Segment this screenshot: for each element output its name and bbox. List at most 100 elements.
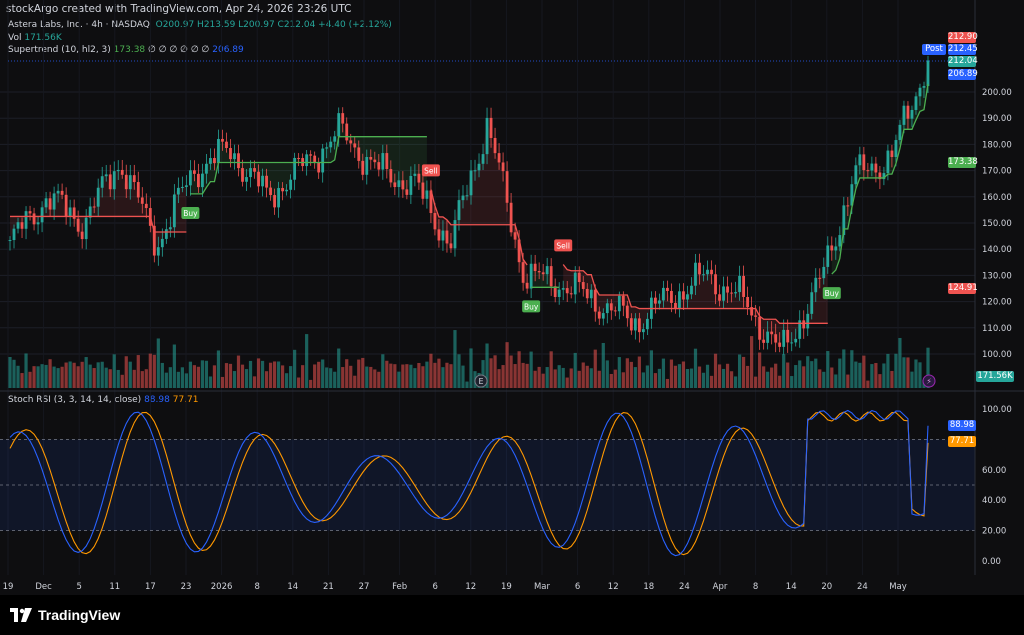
buy-signal-label: Buy bbox=[183, 209, 198, 218]
volume-bar bbox=[24, 353, 28, 388]
volume-bar bbox=[665, 378, 670, 388]
volume-bar bbox=[509, 355, 513, 388]
candle-body bbox=[473, 170, 477, 172]
candle-body bbox=[902, 105, 906, 125]
time-axis-tick: 12 bbox=[465, 582, 476, 592]
volume-bar bbox=[429, 353, 433, 388]
candle-body bbox=[670, 290, 673, 303]
volume-bar bbox=[617, 357, 621, 388]
candle-body bbox=[850, 184, 854, 206]
rsi-axis-tick: 0.00 bbox=[982, 557, 1001, 567]
volume-bar bbox=[16, 365, 20, 388]
candle-body bbox=[678, 291, 681, 310]
time-axis-tick: Apr bbox=[713, 582, 728, 592]
rsi-axis-tick: 100.00 bbox=[982, 405, 1012, 415]
volume-bar bbox=[834, 374, 838, 388]
volume-bar bbox=[20, 373, 24, 388]
candle-body bbox=[706, 269, 709, 275]
candle-body bbox=[710, 269, 713, 275]
volume-bar bbox=[810, 361, 814, 388]
candle-body bbox=[790, 342, 794, 344]
volume-bar bbox=[192, 365, 197, 388]
volume-bar bbox=[116, 369, 120, 388]
time-axis-tick: 20 bbox=[821, 582, 832, 592]
badge-last: 212.04 bbox=[948, 56, 978, 67]
badge-rsi-d: 77.71 bbox=[948, 436, 976, 447]
candle-body bbox=[325, 147, 329, 149]
volume-bar bbox=[613, 369, 617, 388]
candle-body bbox=[770, 331, 774, 335]
candle-body bbox=[333, 136, 337, 142]
buy-signal-badge bbox=[522, 300, 541, 313]
candle-body bbox=[926, 60, 930, 87]
volume-bar bbox=[469, 348, 473, 388]
candle-body bbox=[273, 195, 276, 208]
candle-body bbox=[293, 157, 297, 180]
volume-bar bbox=[802, 366, 806, 388]
supertrend-legend[interactable]: Supertrend (10, hl2, 3) 173.38 ∅ ∅ ∅ ∅ ∅… bbox=[8, 45, 244, 55]
volume-bar bbox=[898, 337, 902, 388]
candle-body bbox=[197, 173, 200, 188]
volume-bar bbox=[549, 351, 553, 388]
volume-bar bbox=[818, 369, 822, 388]
badge-st-up: 206.89 bbox=[948, 69, 978, 80]
candle-body bbox=[180, 186, 184, 188]
candle-body bbox=[16, 222, 20, 229]
candle-body bbox=[489, 117, 493, 138]
candle-body bbox=[441, 230, 445, 241]
candle-body bbox=[369, 157, 373, 160]
volume-bar bbox=[774, 363, 778, 388]
volume-bar bbox=[72, 362, 76, 388]
candle-body bbox=[193, 170, 196, 174]
candle-body bbox=[814, 277, 818, 293]
time-axis-tick: 18 bbox=[643, 582, 654, 592]
candle-body bbox=[613, 310, 617, 312]
volume-bar bbox=[80, 361, 84, 388]
candle-body bbox=[373, 159, 377, 163]
volume-bar bbox=[894, 353, 898, 388]
candle-body bbox=[834, 246, 838, 251]
candle-body bbox=[345, 123, 349, 141]
candle-body bbox=[674, 302, 677, 310]
volume-bar bbox=[545, 367, 549, 388]
volume-bar bbox=[56, 368, 60, 388]
volume-bar bbox=[754, 376, 758, 388]
volume-bar bbox=[280, 365, 285, 388]
stoch-rsi-d-line bbox=[9, 411, 929, 556]
volume-bar bbox=[132, 369, 136, 388]
candle-body bbox=[381, 153, 385, 170]
volume-bar bbox=[637, 356, 641, 388]
time-axis-tick: 2026 bbox=[211, 582, 233, 592]
candle-body bbox=[188, 170, 192, 186]
tradingview-logo[interactable]: TradingView bbox=[10, 607, 120, 623]
volume-legend[interactable]: Vol 171.56K bbox=[8, 33, 62, 43]
candle-body bbox=[810, 292, 814, 314]
supertrend-down-line bbox=[430, 189, 528, 266]
volume-bar bbox=[40, 364, 44, 388]
earnings-marker-label: E bbox=[478, 377, 483, 386]
volume-bar bbox=[268, 362, 273, 388]
candle-body bbox=[56, 190, 60, 194]
volume-bar bbox=[649, 350, 653, 388]
grid-lines bbox=[0, 0, 975, 575]
candle-body bbox=[818, 277, 822, 279]
volume-bar bbox=[657, 368, 662, 388]
volume-bar bbox=[541, 373, 545, 388]
candle-body bbox=[257, 171, 260, 187]
volume-bar bbox=[553, 369, 557, 388]
volume-bar bbox=[413, 368, 417, 388]
candle-body bbox=[658, 300, 661, 304]
sell-signal-label: Sell bbox=[424, 166, 438, 175]
candle-body bbox=[40, 207, 44, 223]
candle-body bbox=[746, 296, 750, 308]
candle-body bbox=[144, 203, 148, 209]
candle-body bbox=[525, 282, 529, 289]
volume-bar bbox=[589, 368, 593, 388]
time-axis-tick: 23 bbox=[181, 582, 192, 592]
candle-body bbox=[645, 318, 649, 330]
earnings-marker-icon[interactable] bbox=[474, 374, 488, 388]
lightning-marker-icon[interactable] bbox=[922, 374, 936, 388]
candle-body bbox=[662, 287, 665, 301]
volume-bar bbox=[661, 358, 666, 388]
